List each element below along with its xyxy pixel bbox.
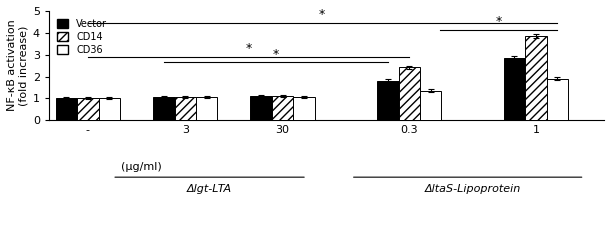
Legend: Vector, CD14, CD36: Vector, CD14, CD36 bbox=[54, 16, 110, 58]
Bar bbox=[56, 98, 77, 120]
Y-axis label: NF-κB activation
(fold increase): NF-κB activation (fold increase) bbox=[7, 20, 29, 112]
Bar bbox=[272, 96, 293, 120]
Bar bbox=[503, 58, 525, 120]
Bar bbox=[153, 97, 175, 120]
Bar bbox=[196, 97, 218, 120]
Text: Δlgt-LTA: Δlgt-LTA bbox=[187, 184, 232, 194]
Text: *: * bbox=[246, 42, 252, 55]
Bar bbox=[175, 97, 196, 120]
Bar bbox=[525, 36, 547, 120]
Bar bbox=[398, 67, 420, 120]
Bar bbox=[98, 98, 120, 120]
Bar bbox=[377, 81, 398, 120]
Text: *: * bbox=[496, 15, 502, 28]
Bar bbox=[547, 79, 568, 120]
Text: (μg/ml): (μg/ml) bbox=[121, 162, 162, 172]
Bar bbox=[420, 91, 441, 120]
Bar bbox=[77, 98, 98, 120]
Text: *: * bbox=[318, 8, 324, 21]
Text: ΔltaS-Lipoprotein: ΔltaS-Lipoprotein bbox=[425, 184, 521, 194]
Text: *: * bbox=[273, 48, 279, 61]
Bar bbox=[251, 96, 272, 120]
Bar bbox=[293, 97, 315, 120]
